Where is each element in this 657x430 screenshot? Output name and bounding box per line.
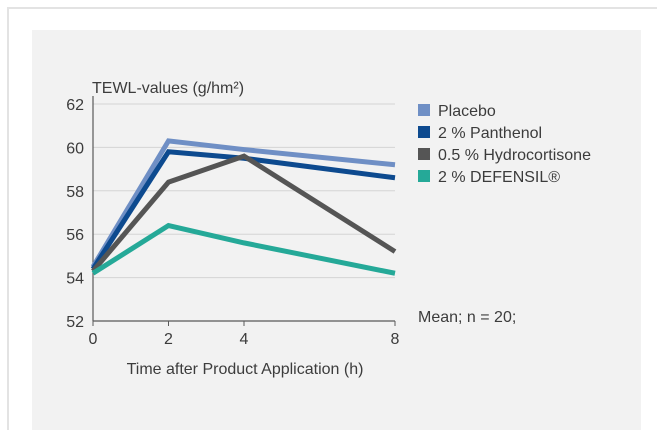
x-tick-label: 2 bbox=[164, 331, 173, 348]
chart-panel bbox=[32, 30, 641, 430]
axes bbox=[92, 96, 396, 326]
x-tick-label: 8 bbox=[391, 331, 400, 348]
legend-label: Placebo bbox=[438, 103, 496, 120]
y-tick-label: 56 bbox=[66, 227, 84, 244]
legend-swatch bbox=[418, 170, 430, 182]
figure-frame bbox=[7, 7, 657, 430]
legend: Placebo 2 % Panthenol 0.5 % Hydrocortisone… bbox=[418, 103, 591, 186]
y-tick-labels: 52 54 56 58 60 62 bbox=[66, 97, 84, 331]
x-tick-labels: 0 2 4 8 bbox=[89, 331, 400, 348]
series-line bbox=[91, 153, 397, 273]
series-line bbox=[90, 149, 396, 271]
legend-label: 2 % DEFENSIL® bbox=[438, 169, 560, 186]
series-line bbox=[91, 222, 396, 276]
legend-swatch bbox=[418, 126, 430, 138]
y-tick-label: 54 bbox=[66, 271, 84, 288]
y-tick-label: 60 bbox=[66, 140, 84, 157]
x-tick-label: 4 bbox=[240, 331, 249, 348]
y-tick-label: 52 bbox=[66, 314, 84, 331]
sample-annotation: Mean; n = 20; bbox=[418, 309, 516, 326]
x-axis-label: Time after Product Application (h) bbox=[127, 361, 364, 378]
y-tick-label: 58 bbox=[66, 184, 84, 201]
legend-label: 0.5 % Hydrocortisone bbox=[438, 147, 591, 164]
y-tick-label: 62 bbox=[66, 97, 84, 114]
legend-swatch bbox=[418, 104, 430, 116]
legend-label: 2 % Panthenol bbox=[438, 125, 542, 142]
series-lines bbox=[90, 138, 397, 276]
y-axis-label: TEWL-values (g/hm²) bbox=[92, 80, 244, 97]
series-line bbox=[90, 138, 396, 269]
legend-swatch bbox=[418, 148, 430, 160]
x-tick-label: 0 bbox=[89, 331, 98, 348]
